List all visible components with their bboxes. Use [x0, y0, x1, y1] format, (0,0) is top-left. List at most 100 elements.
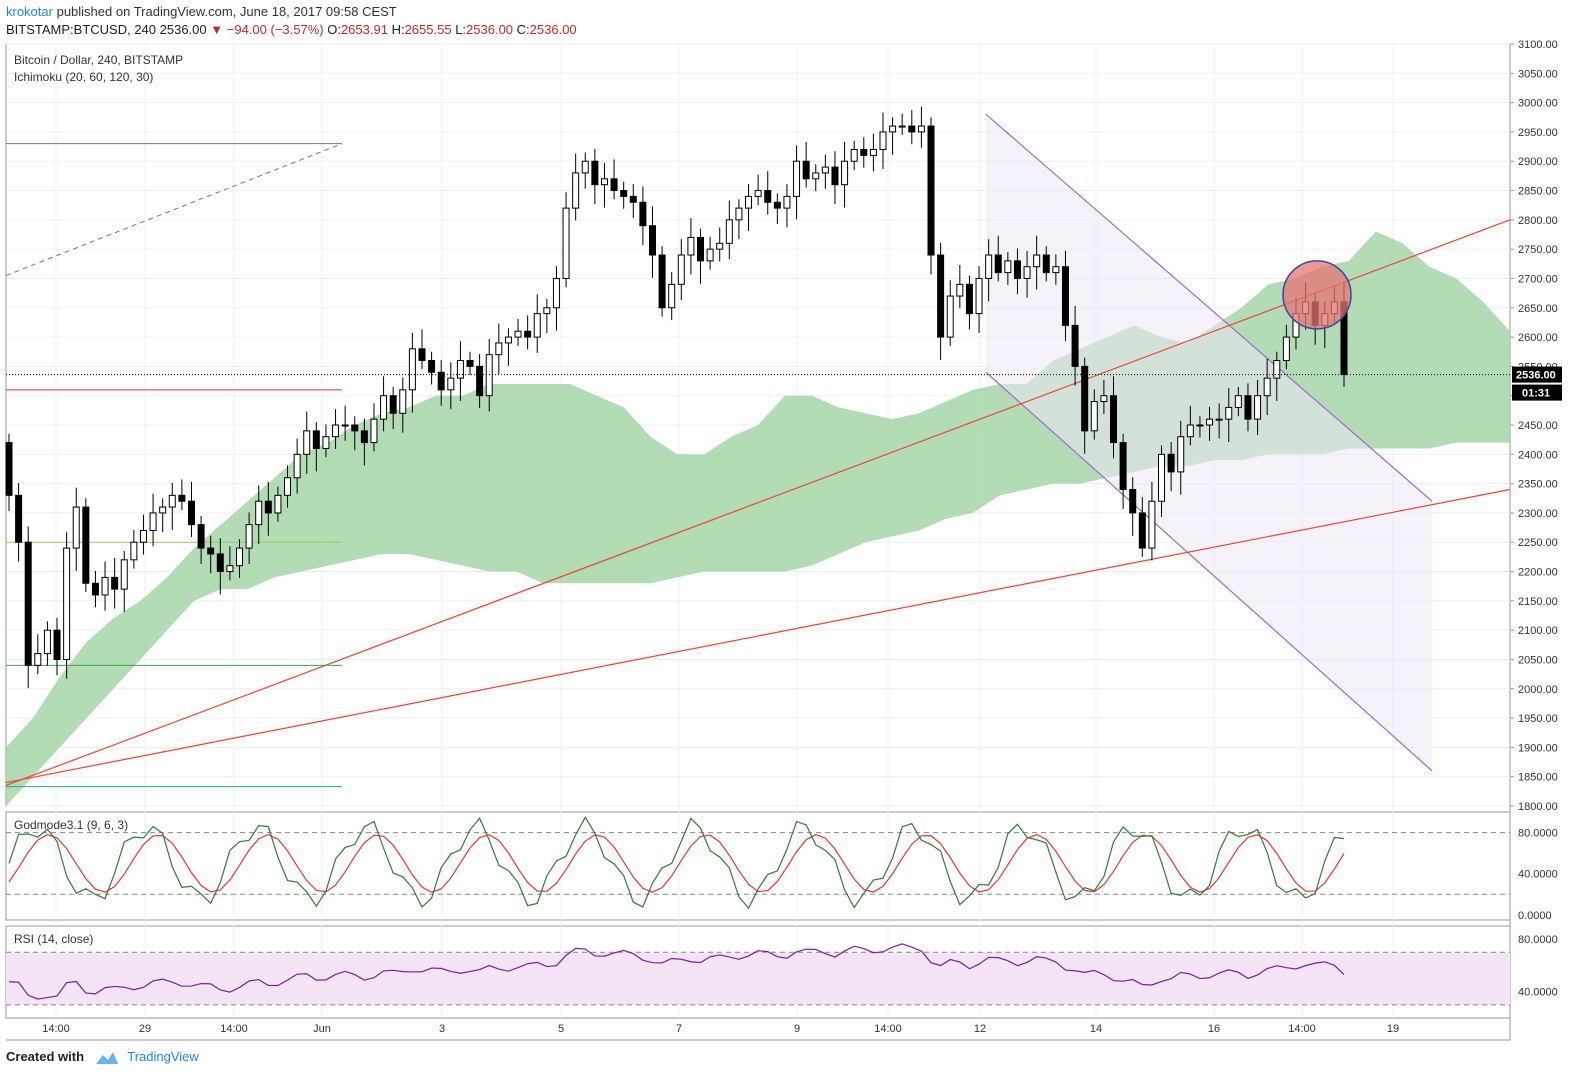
channel-lower-line: [985, 371, 1433, 772]
x-tick-label: 7: [676, 1023, 682, 1035]
open-label: O:: [327, 22, 341, 37]
candle-body: [255, 500, 263, 526]
candle-body: [1013, 260, 1021, 279]
candle-body: [648, 225, 656, 256]
candle-body: [1052, 266, 1060, 274]
candle-body: [101, 576, 109, 596]
candle-body: [677, 254, 685, 285]
candle-body: [408, 348, 416, 391]
candle-body: [735, 207, 743, 221]
candle-body: [341, 424, 349, 427]
published-text: published on TradingView.com, June 18, 2…: [56, 4, 397, 19]
candle-body: [428, 360, 436, 373]
candle-body: [351, 424, 359, 432]
candle-body: [322, 436, 330, 449]
candle-body: [591, 160, 599, 186]
y-tick-label: 2100.00: [1518, 625, 1558, 637]
candle-body: [82, 506, 90, 584]
candle-body: [274, 494, 282, 514]
price-change: ▼ −94.00 (−3.57%): [210, 22, 324, 37]
candle-body: [1254, 395, 1262, 420]
candle-body: [764, 190, 772, 203]
candle-body: [1282, 336, 1290, 362]
candle-body: [706, 248, 714, 262]
candle-body: [159, 506, 167, 514]
candle-body: [389, 395, 397, 414]
candle-body: [850, 149, 858, 162]
candle-body: [476, 365, 484, 397]
candle-body: [216, 553, 224, 573]
candle-body: [303, 430, 311, 455]
x-tick-label: 9: [794, 1023, 800, 1035]
y-tick-label: 1900.00: [1518, 742, 1558, 754]
tradingview-link[interactable]: TradingView: [127, 1049, 199, 1064]
countdown-text: 01:31: [1522, 388, 1550, 400]
x-tick-label: 14: [1090, 1023, 1102, 1035]
candle-body: [1177, 436, 1185, 473]
y-tick-label: 1950.00: [1518, 713, 1558, 725]
candle-body: [130, 541, 138, 561]
x-tick-label: 14:00: [874, 1023, 902, 1035]
candle-body: [812, 172, 820, 180]
candle-body: [668, 283, 676, 309]
channel-area: [986, 114, 1432, 771]
candle-body: [34, 653, 42, 666]
candle-body: [639, 201, 647, 227]
osc-main-line: [8, 815, 1345, 910]
ichimoku-label: Ichimoku (20, 60, 120, 30): [14, 70, 154, 84]
candle-body: [1023, 266, 1031, 279]
candle-body: [821, 166, 829, 174]
y-tick-label: 2400.00: [1518, 449, 1558, 461]
candle-body: [917, 125, 925, 133]
y-tick-label: 2700.00: [1518, 273, 1558, 285]
candle-body: [91, 582, 99, 596]
tradingview-logo-icon: [95, 1051, 118, 1064]
candle-body: [562, 207, 570, 279]
candle-body: [1081, 365, 1089, 432]
candle-body: [5, 442, 13, 496]
y-tick-label: 2150.00: [1518, 596, 1558, 608]
candle-body: [927, 125, 935, 256]
candle-body: [754, 190, 762, 197]
author-link[interactable]: krokotar: [6, 4, 53, 19]
candle-body: [360, 430, 368, 444]
candle-body: [456, 360, 464, 379]
candle-body: [629, 195, 637, 203]
x-tick-label: Jun: [313, 1023, 331, 1035]
candle-body: [418, 348, 426, 362]
candle-body: [1119, 442, 1127, 490]
last-price-text: 2536.00: [1516, 370, 1556, 382]
last-price-badge: [1512, 366, 1562, 383]
candle-body: [72, 506, 80, 549]
candle-body: [1273, 360, 1281, 379]
candle-body: [533, 313, 541, 338]
candle-body: [178, 494, 186, 502]
y-tick-label: 2000.00: [1518, 684, 1558, 696]
candle-body: [1138, 512, 1146, 549]
candle-body: [1167, 453, 1175, 473]
high-value: 2655.55: [404, 22, 452, 37]
x-tick-label: 19: [1387, 1023, 1399, 1035]
candle-body: [1206, 418, 1214, 426]
rsi-y-tick: 40.0000: [1518, 987, 1558, 999]
trendline-steep: [5, 219, 1511, 787]
highlight-circle: [1282, 260, 1352, 330]
x-tick-label: 5: [558, 1023, 564, 1035]
candle-body: [495, 342, 503, 356]
rsi-line: [8, 943, 1345, 1000]
y-tick-label: 2350.00: [1518, 479, 1558, 491]
candle-body: [1234, 395, 1242, 408]
candle-body: [908, 125, 916, 133]
candle-body: [332, 424, 340, 438]
x-tick-label: 12: [974, 1023, 986, 1035]
countdown-badge: [1512, 384, 1562, 401]
candle-body: [1186, 424, 1194, 438]
candle-body: [716, 242, 724, 250]
candle-body: [581, 160, 589, 174]
candle-body: [1244, 395, 1252, 420]
x-tick-label: 14:00: [220, 1023, 248, 1035]
candle-body: [24, 541, 32, 666]
candle-body: [1129, 488, 1137, 514]
created-with: Created with: [6, 1049, 85, 1064]
